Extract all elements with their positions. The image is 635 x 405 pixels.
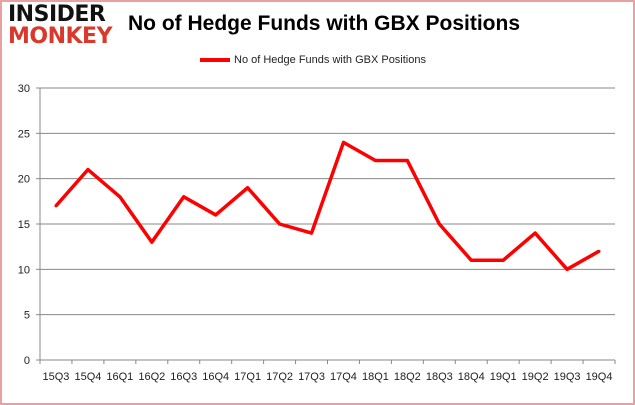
data-point: [54, 204, 58, 208]
chart-title: No of Hedge Funds with GBX Positions: [128, 12, 520, 35]
x-tick-label: 17Q2: [266, 371, 293, 383]
x-tick-label: 18Q1: [362, 371, 389, 383]
data-point: [278, 222, 282, 226]
data-point: [310, 231, 314, 235]
data-point: [118, 195, 122, 199]
insider-monkey-logo: INSIDER MONKEY: [8, 2, 113, 49]
y-tick-label: 0: [24, 355, 30, 367]
x-tick-label: 15Q3: [43, 371, 70, 383]
x-tick-label: 19Q2: [522, 371, 549, 383]
x-tick-label: 16Q3: [170, 371, 197, 383]
data-point: [86, 168, 90, 172]
x-tick-label: 18Q4: [458, 371, 485, 383]
data-point: [405, 159, 409, 163]
data-point: [150, 240, 154, 244]
x-tick-label: 17Q1: [234, 371, 261, 383]
x-tick-label: 19Q1: [490, 371, 517, 383]
x-tick-label: 19Q4: [586, 371, 613, 383]
data-point: [437, 222, 441, 226]
x-tick-label: 16Q2: [138, 371, 165, 383]
data-point: [341, 140, 345, 144]
y-tick-label: 30: [18, 83, 30, 95]
y-tick-label: 20: [18, 174, 30, 186]
logo-line2: MONKEY: [8, 24, 113, 49]
logo-line1: INSIDER: [8, 2, 106, 27]
data-point: [469, 258, 473, 262]
data-point: [182, 195, 186, 199]
x-tick-label: 17Q4: [330, 371, 357, 383]
legend-swatch: [200, 58, 230, 62]
y-tick-label: 10: [18, 264, 30, 276]
x-tick-label: 17Q3: [298, 371, 325, 383]
x-tick-label: 18Q2: [394, 371, 421, 383]
data-point: [214, 213, 218, 217]
legend: No of Hedge Funds with GBX Positions: [200, 54, 426, 66]
data-point: [597, 249, 601, 253]
x-tick-label: 19Q3: [554, 371, 581, 383]
y-tick-label: 15: [18, 219, 30, 231]
data-point: [373, 159, 377, 163]
x-tick-label: 16Q4: [202, 371, 229, 383]
x-tick-label: 15Q4: [74, 371, 101, 383]
data-point: [533, 231, 537, 235]
legend-label: No of Hedge Funds with GBX Positions: [234, 54, 426, 66]
x-tick-label: 16Q1: [106, 371, 133, 383]
y-tick-label: 25: [18, 128, 30, 140]
y-tick-label: 5: [24, 310, 30, 322]
data-point: [565, 267, 569, 271]
x-tick-label: 18Q3: [426, 371, 453, 383]
series-line: [54, 140, 600, 272]
data-point: [246, 186, 250, 190]
data-point: [501, 258, 505, 262]
